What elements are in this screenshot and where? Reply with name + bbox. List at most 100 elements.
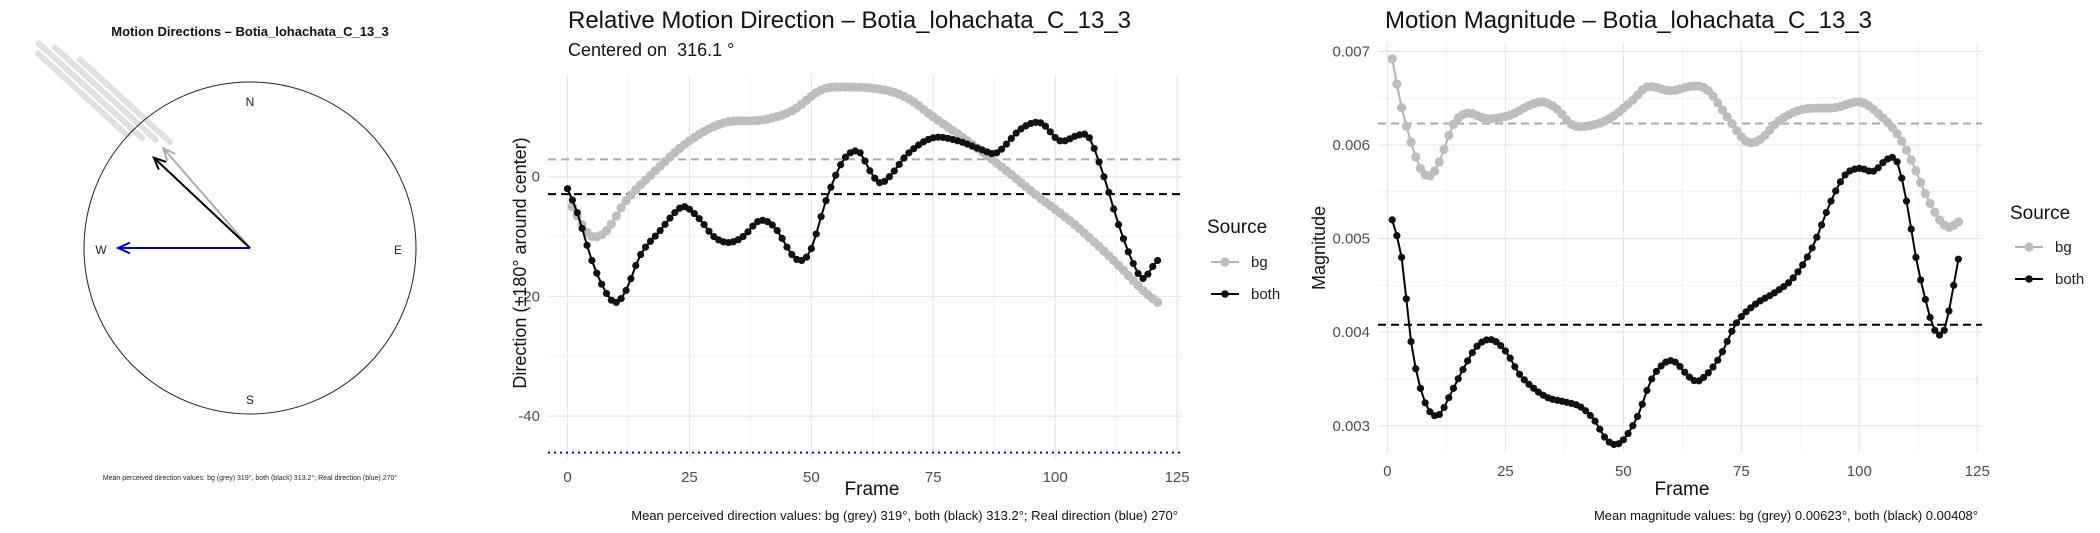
data-point-both [1454, 375, 1462, 383]
data-point-both [1012, 129, 1020, 137]
magnitude-panel: Motion Magnitude – Botia_lohachata_C_13_… [1309, 7, 2084, 523]
magnitude-legend: Source bg both [2010, 203, 2084, 288]
data-point-both [632, 261, 640, 270]
data-point-both [1407, 337, 1415, 346]
data-point-both [583, 241, 591, 249]
magnitude-reference-lines [1378, 122, 1982, 326]
x-tick-label: 100 [1043, 469, 1068, 486]
data-point-bg [601, 225, 612, 236]
compass-arrow-real [115, 241, 250, 255]
data-point-both [563, 185, 572, 193]
data-point-both [1586, 411, 1594, 420]
background-streak [52, 44, 159, 143]
compass-arrow-bg [161, 146, 251, 249]
data-point-both [1525, 380, 1533, 388]
data-point-both [1789, 274, 1797, 282]
data-point-both [651, 232, 659, 240]
x-tick-label: 0 [1383, 463, 1391, 480]
data-point-both [837, 161, 845, 169]
data-point-both [773, 226, 781, 235]
data-point-both [768, 221, 776, 229]
compass-background-streaks [35, 40, 173, 145]
data-point-both [788, 250, 796, 259]
compass-arrows [115, 146, 251, 255]
data-point-both [1511, 363, 1519, 371]
data-point-both [1633, 412, 1642, 421]
data-point-both [1676, 362, 1684, 371]
data-point-bg [1717, 105, 1728, 115]
data-point-both [612, 298, 620, 307]
data-point-both [1412, 365, 1420, 373]
data-point-bg [1897, 136, 1907, 146]
direction-series [563, 82, 1163, 308]
data-point-both [705, 227, 713, 235]
series-line-both [566, 121, 1159, 304]
compass-circle [83, 81, 417, 415]
data-point-both [1945, 307, 1953, 315]
data-point-both [812, 230, 820, 238]
compass-caption: Mean perceived direction values: bg (gre… [103, 474, 398, 482]
data-point-both [1619, 436, 1627, 444]
data-point-both [1393, 232, 1401, 240]
data-point-both [1912, 253, 1920, 261]
data-point-both [1836, 178, 1845, 186]
data-point-both [1134, 269, 1142, 278]
data-point-both [1100, 173, 1108, 181]
y-tick-label: -40 [518, 408, 540, 425]
magnitude-ticks: 0 25 50 75 100 125 0.003 0.004 0.005 0.006 0.007 [1332, 43, 1989, 480]
data-point-bg [616, 203, 626, 213]
data-point-both [661, 220, 669, 228]
data-point-both [1817, 221, 1826, 229]
data-point-both [1898, 174, 1906, 182]
data-point-both [1841, 171, 1849, 179]
direction-title: Relative Motion Direction – Botia_lohach… [568, 7, 1131, 34]
legend-label-both: both [1251, 286, 1280, 303]
data-point-both [1827, 197, 1835, 205]
direction-panel: Relative Motion Direction – Botia_lohach… [510, 7, 1280, 523]
data-point-both [807, 244, 815, 253]
data-point-both [1149, 262, 1157, 271]
data-point-both [700, 221, 708, 229]
data-point-both [1704, 369, 1712, 377]
data-point-both [1728, 327, 1736, 335]
data-point-both [1926, 313, 1934, 322]
data-point-both [1002, 140, 1011, 148]
data-point-both [1624, 429, 1632, 438]
data-point-bg [1953, 217, 1964, 227]
data-point-both [1506, 354, 1514, 362]
data-point-bg [1396, 102, 1407, 113]
data-point-both [1435, 410, 1443, 419]
data-point-both [1129, 259, 1137, 268]
data-point-bg [1916, 178, 1926, 188]
data-point-both [578, 224, 586, 233]
y-tick-label: 0.003 [1332, 418, 1370, 435]
data-point-bg [1713, 98, 1723, 108]
data-point-both [1459, 366, 1467, 374]
data-point-bg [1708, 91, 1718, 101]
data-point-both [856, 149, 864, 157]
data-point-both [637, 250, 645, 259]
arrow-shaft-both [153, 156, 251, 249]
data-point-both [1468, 349, 1476, 357]
background-streak [35, 50, 131, 139]
legend-key-point-bg [2024, 242, 2034, 252]
data-point-both [622, 286, 630, 295]
data-point-both [1935, 331, 1944, 339]
data-point-both [1671, 358, 1679, 366]
x-tick-label: 25 [1497, 463, 1514, 480]
compass-title: Motion Directions – Botia_lohachata_C_13… [111, 24, 388, 39]
data-point-both [1950, 281, 1958, 289]
data-point-both [1648, 375, 1656, 383]
data-point-both [1874, 164, 1882, 172]
data-point-both [593, 269, 601, 277]
data-point-both [641, 243, 650, 251]
data-point-both [695, 215, 703, 223]
magnitude-grid [1378, 42, 1982, 452]
data-point-both [1144, 270, 1152, 278]
arrow-head-real [115, 241, 131, 255]
data-point-both [1449, 384, 1458, 392]
data-point-both [1643, 386, 1651, 395]
data-point-both [666, 214, 674, 222]
data-point-both [1615, 440, 1623, 448]
data-point-both [1733, 319, 1741, 327]
